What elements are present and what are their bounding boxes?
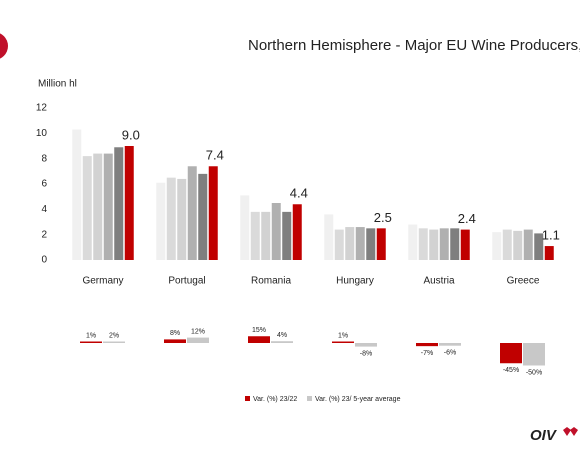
data-label: 4.4: [290, 186, 308, 201]
bar: [544, 246, 554, 260]
x-tick-label: Romania: [251, 276, 291, 287]
data-label: 7.4: [206, 148, 224, 163]
variation-bar: [332, 341, 354, 343]
data-label: 9.0: [122, 127, 140, 142]
bar: [82, 156, 92, 260]
y-tick-label: 12: [36, 103, 48, 114]
x-tick-label: Germany: [82, 276, 123, 287]
bar: [72, 129, 82, 260]
bar: [534, 233, 544, 260]
variation-label: -50%: [526, 369, 542, 376]
y-tick-label: 8: [41, 153, 47, 164]
y-tick-label: 6: [41, 179, 47, 190]
data-label: 2.5: [374, 210, 392, 225]
bar: [523, 229, 533, 260]
bar: [513, 230, 523, 260]
x-tick-label: Austria: [423, 276, 455, 287]
bar: [439, 228, 449, 260]
variation-bar: [164, 339, 186, 343]
variation-label: -7%: [421, 350, 433, 357]
bar: [418, 228, 428, 260]
y-tick-label: 10: [36, 128, 48, 139]
bar: [261, 211, 271, 260]
y-tick-label: 4: [41, 204, 47, 215]
bar: [366, 228, 376, 260]
bar: [114, 147, 124, 260]
logo-mark: [563, 427, 578, 436]
bar: [492, 232, 502, 260]
bar: [345, 227, 355, 260]
variation-bar: [500, 343, 522, 364]
variation-bar: [439, 343, 461, 346]
x-tick-label: Greece: [507, 276, 540, 287]
legend-label: Var. (%) 23/ 5-year average: [315, 396, 401, 403]
bar: [334, 229, 344, 260]
x-tick-label: Hungary: [336, 276, 374, 287]
legend-swatch: [245, 396, 250, 401]
bar: [156, 182, 166, 260]
logo: OIV: [530, 427, 558, 444]
variation-label: -45%: [503, 367, 519, 374]
variation-bar: [80, 341, 102, 343]
variation-bar: [416, 343, 438, 347]
variation-bar: [271, 341, 293, 343]
variation-bar: [248, 336, 270, 343]
data-label: 1.1: [542, 228, 560, 243]
variation-label: -6%: [444, 350, 456, 357]
bar: [460, 229, 470, 260]
bar: [250, 211, 260, 260]
y-tick-label: 2: [41, 229, 47, 240]
variation-label: 2%: [109, 332, 119, 339]
variation-bar: [355, 343, 377, 347]
data-label: 2.4: [458, 211, 476, 226]
bar: [502, 229, 512, 260]
bar: [187, 166, 197, 260]
bar: [93, 153, 103, 260]
bar: [292, 204, 302, 260]
variation-label: -8%: [360, 350, 372, 357]
bar: [166, 177, 176, 260]
variation-bar: [103, 341, 125, 343]
bar: [355, 227, 365, 260]
y-axis-label: Million hl: [38, 79, 77, 90]
bar: [271, 203, 281, 260]
bar: [124, 146, 134, 260]
legend-label: Var. (%) 23/22: [253, 396, 297, 403]
bar: [282, 211, 292, 260]
bar: [408, 224, 418, 260]
bar: [429, 229, 439, 260]
bar: [324, 214, 334, 260]
variation-label: 12%: [191, 328, 205, 335]
y-tick-label: 0: [41, 255, 47, 266]
variation-bar: [187, 337, 209, 343]
bar: [177, 178, 187, 260]
chart-title: Northern Hemisphere - Major EU Wine Prod…: [248, 37, 580, 54]
bar: [376, 228, 386, 260]
logo-dot: [0, 33, 8, 59]
variation-label: 8%: [170, 330, 180, 337]
variation-label: 1%: [338, 332, 348, 339]
variation-label: 4%: [277, 332, 287, 339]
bar: [103, 153, 113, 260]
variation-label: 1%: [86, 332, 96, 339]
bar: [198, 173, 208, 260]
x-tick-label: Portugal: [168, 276, 205, 287]
bar: [450, 228, 460, 260]
variation-bar: [523, 343, 545, 366]
variation-label: 15%: [252, 327, 266, 334]
bar: [240, 195, 250, 260]
legend-swatch: [307, 396, 312, 401]
bar: [208, 166, 218, 260]
